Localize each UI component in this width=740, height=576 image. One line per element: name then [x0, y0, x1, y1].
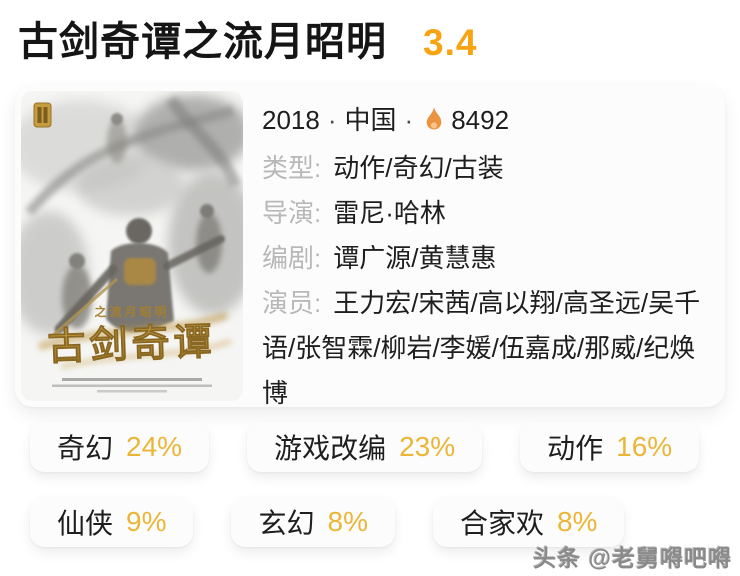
meta-line: 2018 · 中国 · 8492 [262, 98, 709, 146]
field-writer-value: 谭广源/黄慧惠 [333, 243, 497, 273]
field-genre-value: 动作/奇幻/古装 [333, 153, 504, 183]
movie-info: 2018 · 中国 · 8492 类型: 动作/奇幻/古装 导演: 雷尼·哈林 编剧: 谭广源… [249, 85, 725, 408]
flame-icon [423, 101, 445, 146]
tag-percent: 24% [126, 431, 183, 462]
tag-cloud: 奇幻 24% 游戏改编 23% 动作 16% 仙侠 9% 玄幻 8% 合家欢 [30, 422, 720, 572]
header: 古剑奇谭之流月昭明 3.4 [18, 18, 477, 66]
field-director: 导演: 雷尼·哈林 [262, 191, 709, 236]
field-director-label: 导演: [262, 198, 322, 228]
country: 中国 [344, 105, 397, 135]
movie-poster[interactable]: 之流月昭明 古剑奇谭 [21, 91, 243, 401]
tag-percent: 23% [399, 431, 456, 462]
poster-subtitle-text: 之流月昭明 [94, 304, 169, 319]
tag-percent: 8% [327, 506, 368, 537]
tag-name: 游戏改编 [274, 433, 387, 464]
field-director-value: 雷尼·哈林 [333, 198, 446, 228]
meta-dot: · [404, 105, 414, 135]
rating-score: 3.4 [423, 22, 478, 63]
field-genre-label: 类型: [262, 153, 322, 183]
tag-percent: 8% [556, 506, 598, 537]
heat-count: 8492 [451, 105, 510, 135]
release-year: 2018 [262, 105, 320, 135]
tag-row-1: 奇幻 24% 游戏改编 23% 动作 16% [30, 422, 720, 472]
poster-gold-streaks [37, 311, 232, 370]
tag-row-2: 仙侠 9% 玄幻 8% 合家欢 8% [30, 497, 720, 547]
tag-pill-dongzuo[interactable]: 动作 16% [520, 422, 700, 472]
tag-pill-youxigaibian[interactable]: 游戏改编 23% [247, 422, 483, 472]
page-title: 古剑奇谭之流月昭明 [18, 20, 387, 64]
poster-seal [33, 102, 52, 128]
poster-hero-figure [50, 218, 225, 339]
field-cast-label: 演员: [262, 288, 322, 318]
tag-name: 动作 [547, 433, 604, 464]
tag-percent: 16% [616, 431, 673, 462]
movie-card: 之流月昭明 古剑奇谭 2018 · 中国 · 8492 类型: 动作/奇幻/古装 导演: 雷… [15, 85, 725, 408]
tag-name: 玄幻 [258, 508, 315, 539]
field-genre: 类型: 动作/奇幻/古装 [262, 146, 709, 191]
field-writer-label: 编剧: [262, 243, 322, 273]
poster-title-calligraphy: 古剑奇谭 [47, 318, 216, 369]
tag-percent: 9% [126, 506, 167, 537]
poster-credit-lines [52, 378, 212, 393]
tag-name: 奇幻 [57, 433, 114, 464]
meta-dot: · [327, 105, 337, 135]
toutiao-watermark: 头条 @老舅嘚吧嘚 [533, 545, 732, 571]
tag-name: 仙侠 [57, 508, 114, 539]
field-writer: 编剧: 谭广源/黄慧惠 [262, 236, 709, 281]
field-cast-value: 王力宏/宋茜/高以翔/高圣远/吴千语/张智霖/柳岩/李媛/伍嘉成/那威/纪焕博 [262, 288, 701, 408]
tag-pill-qihuan[interactable]: 奇幻 24% [30, 422, 210, 472]
tag-pill-xianxia[interactable]: 仙侠 9% [30, 497, 194, 547]
tag-pill-hejiahuan[interactable]: 合家欢 8% [432, 497, 625, 547]
tag-pill-xuanhuan[interactable]: 玄幻 8% [231, 497, 395, 547]
tag-name: 合家欢 [459, 508, 544, 539]
field-cast: 演员: 王力宏/宋茜/高以翔/高圣远/吴千语/张智霖/柳岩/李媛/伍嘉成/那威/纪… [262, 281, 709, 416]
